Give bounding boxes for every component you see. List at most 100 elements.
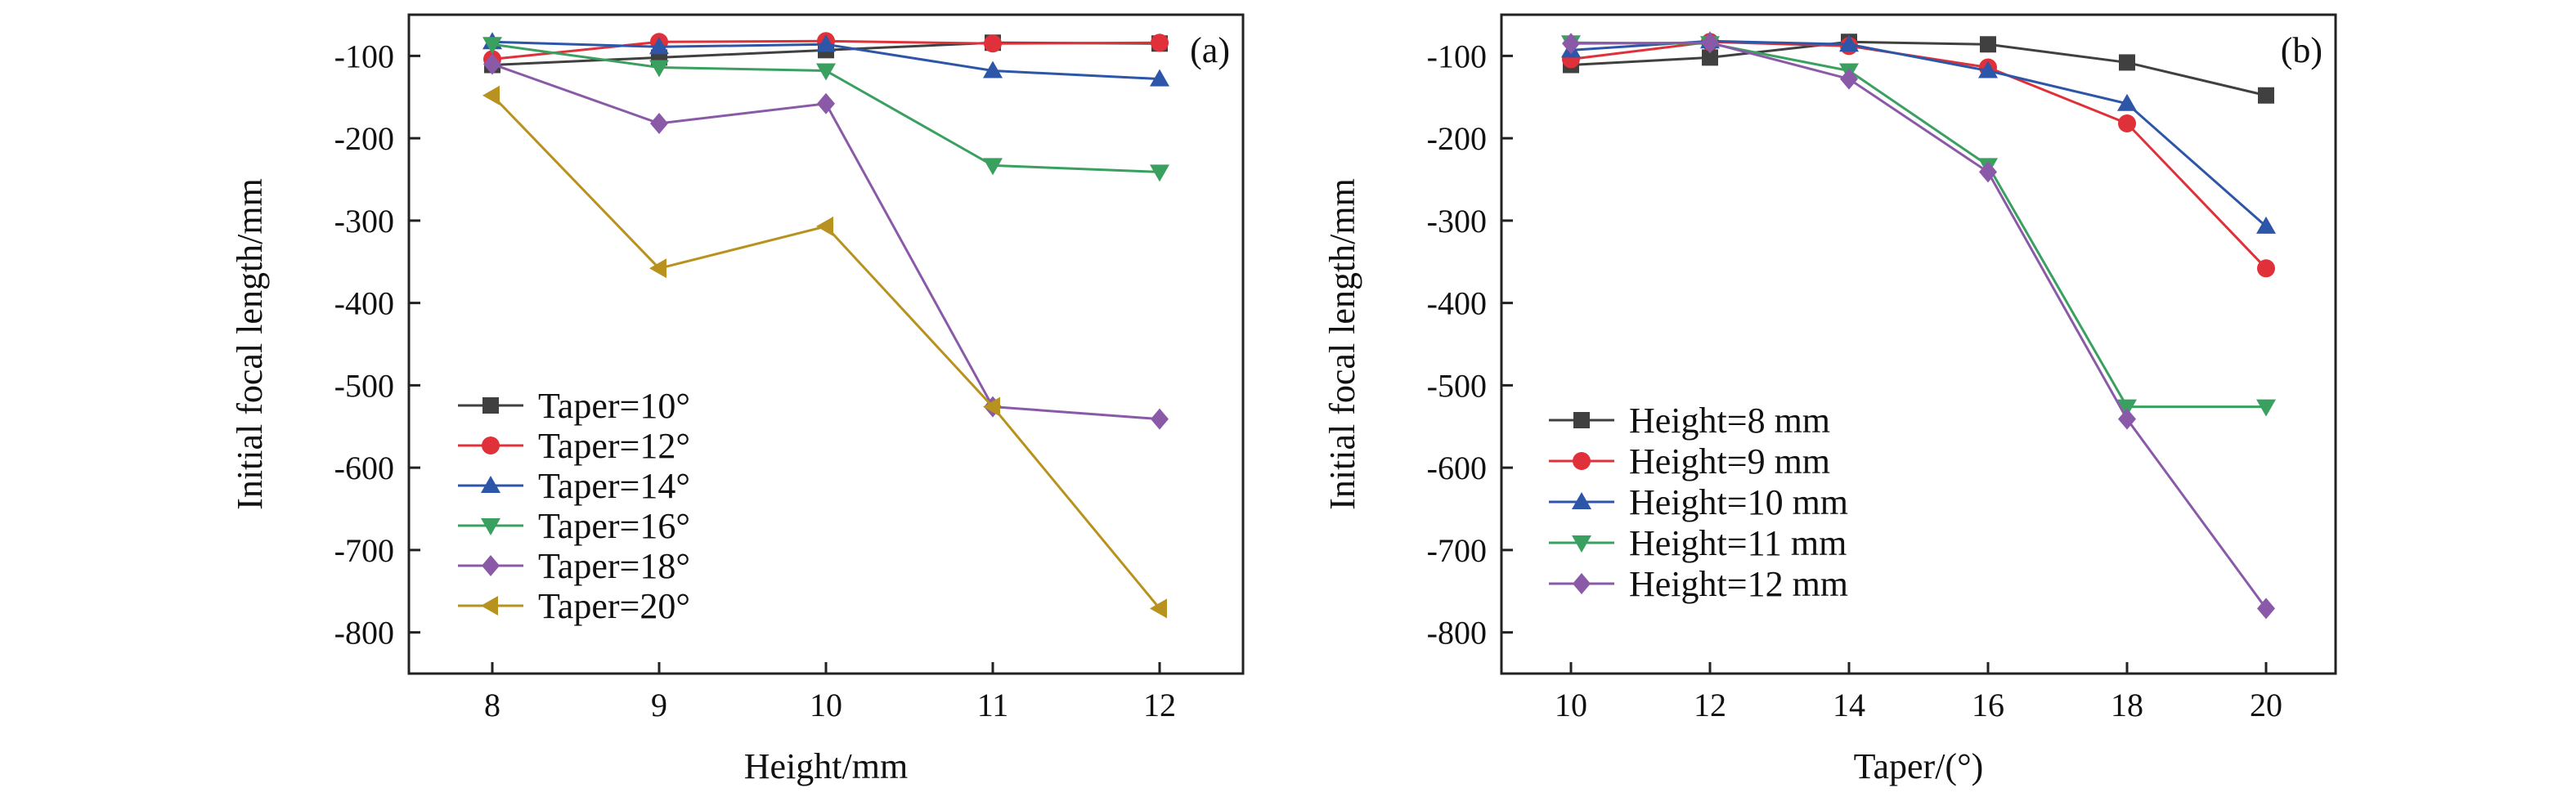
legend-entry: Height=10 mm (1629, 482, 1848, 522)
y-tick-label: -100 (1427, 38, 1487, 74)
legend-entry: Taper=10° (538, 386, 690, 426)
y-tick-label: -100 (334, 38, 394, 74)
series-line (1570, 39, 2267, 228)
y-axis-title: Initial focal length/mm (230, 178, 270, 510)
legend-marker (482, 555, 500, 576)
data-point (649, 258, 666, 279)
data-point (1150, 598, 1167, 619)
data-point (816, 63, 836, 81)
data-point (2256, 216, 2276, 234)
data-point (1151, 34, 1169, 52)
data-point (2118, 408, 2136, 430)
data-point (483, 53, 501, 75)
x-tick-label: 20 (2250, 687, 2282, 723)
y-tick-label: -600 (334, 450, 394, 486)
y-tick-label: -700 (334, 532, 394, 569)
data-point (2118, 114, 2136, 132)
panel-label: (a) (1190, 30, 1230, 70)
legend-marker (1573, 573, 1591, 594)
legend-entry: Height=12 mm (1629, 564, 1848, 604)
data-point (1839, 34, 1859, 52)
data-point (2117, 93, 2137, 111)
y-tick-label: -400 (1427, 285, 1487, 322)
panel-label: (b) (2281, 30, 2322, 70)
chart-panel-b: 10 12 14 16 18 20 -100 -200 -300 -400 -500 -600 -700… (1322, 13, 2337, 786)
plot-frame (1500, 13, 2337, 675)
data-point (816, 34, 836, 52)
x-tick-label: 10 (1555, 687, 1587, 723)
x-tick-label: 12 (1694, 687, 1726, 723)
data-point (649, 60, 669, 78)
legend-marker (481, 476, 500, 493)
y-tick-label: -400 (334, 285, 394, 322)
y-tick-label: -300 (334, 203, 394, 240)
y-tick-label: -800 (1427, 615, 1487, 651)
data-point (2117, 399, 2137, 417)
data-point (1702, 49, 1718, 66)
series-line (1570, 40, 2268, 270)
y-tick-label: -700 (1427, 532, 1487, 569)
y-tick-label: -600 (1427, 450, 1487, 486)
series-line (1570, 40, 2267, 97)
legend-marker (481, 596, 498, 616)
x-axis-title: Taper/(°) (1854, 746, 1984, 786)
series-line (1570, 41, 2268, 610)
data-point (1562, 33, 1580, 55)
data-point (482, 85, 500, 105)
legend-entry: Height=9 mm (1629, 441, 1830, 481)
legend-entry: Taper=14° (538, 466, 690, 506)
data-point (482, 37, 502, 55)
x-tick-label: 10 (810, 687, 842, 723)
data-point (649, 37, 669, 55)
data-point (1150, 164, 1169, 182)
legend-marker (482, 397, 499, 414)
y-tick-label: -200 (334, 120, 394, 157)
x-tick-label: 16 (1972, 687, 2004, 723)
data-point (817, 92, 835, 114)
chart-panel-a: 8 9 10 11 12 -100 -200 -300 -400 -500 -600 -700 -800… (230, 13, 1245, 786)
y-tick-label: -500 (1427, 367, 1487, 404)
data-point (650, 112, 668, 134)
legend-entry: Taper=16° (538, 506, 690, 546)
data-point (1151, 408, 1169, 430)
legend-marker (1572, 492, 1591, 509)
y-tick-label: -800 (334, 615, 394, 651)
x-tick-label: 9 (651, 687, 667, 723)
data-point (1979, 161, 1997, 183)
y-tick-label: -300 (1427, 203, 1487, 240)
y-tick-label: -200 (1427, 120, 1487, 157)
y-axis-title: Initial focal length/mm (1322, 178, 1362, 510)
legend-marker (1573, 452, 1591, 470)
x-tick-label: 12 (1143, 687, 1176, 723)
data-point (2257, 598, 2275, 620)
data-point (816, 216, 833, 236)
data-point (2257, 259, 2275, 278)
y-tick-label: -500 (334, 367, 394, 404)
data-point (2258, 87, 2274, 104)
data-point (1701, 32, 1719, 54)
series-line (491, 63, 1160, 421)
legend-marker (481, 518, 500, 535)
x-tick-label: 11 (977, 687, 1009, 723)
data-point (1840, 68, 1858, 90)
legend-entry: Taper=12° (538, 426, 690, 466)
data-point (983, 396, 1000, 417)
data-point (2256, 399, 2276, 417)
data-point (983, 158, 1003, 176)
data-point (1978, 60, 1998, 78)
data-point (2119, 54, 2135, 71)
legend-entry: Height=8 mm (1629, 401, 1830, 441)
legend-entry: Taper=18° (538, 546, 690, 586)
series-line (1570, 41, 2266, 409)
x-axis-title: Height/mm (744, 746, 908, 786)
data-point (1980, 36, 1996, 53)
data-point (984, 34, 1002, 53)
data-point (1150, 69, 1169, 87)
legend-marker (1573, 412, 1590, 428)
data-point (983, 60, 1003, 78)
legend-marker (482, 437, 500, 454)
legend-entry: Height=11 mm (1629, 523, 1847, 563)
x-tick-label: 18 (2111, 687, 2143, 723)
x-tick-label: 14 (1833, 687, 1865, 723)
legend-entry: Taper=20° (538, 586, 690, 626)
